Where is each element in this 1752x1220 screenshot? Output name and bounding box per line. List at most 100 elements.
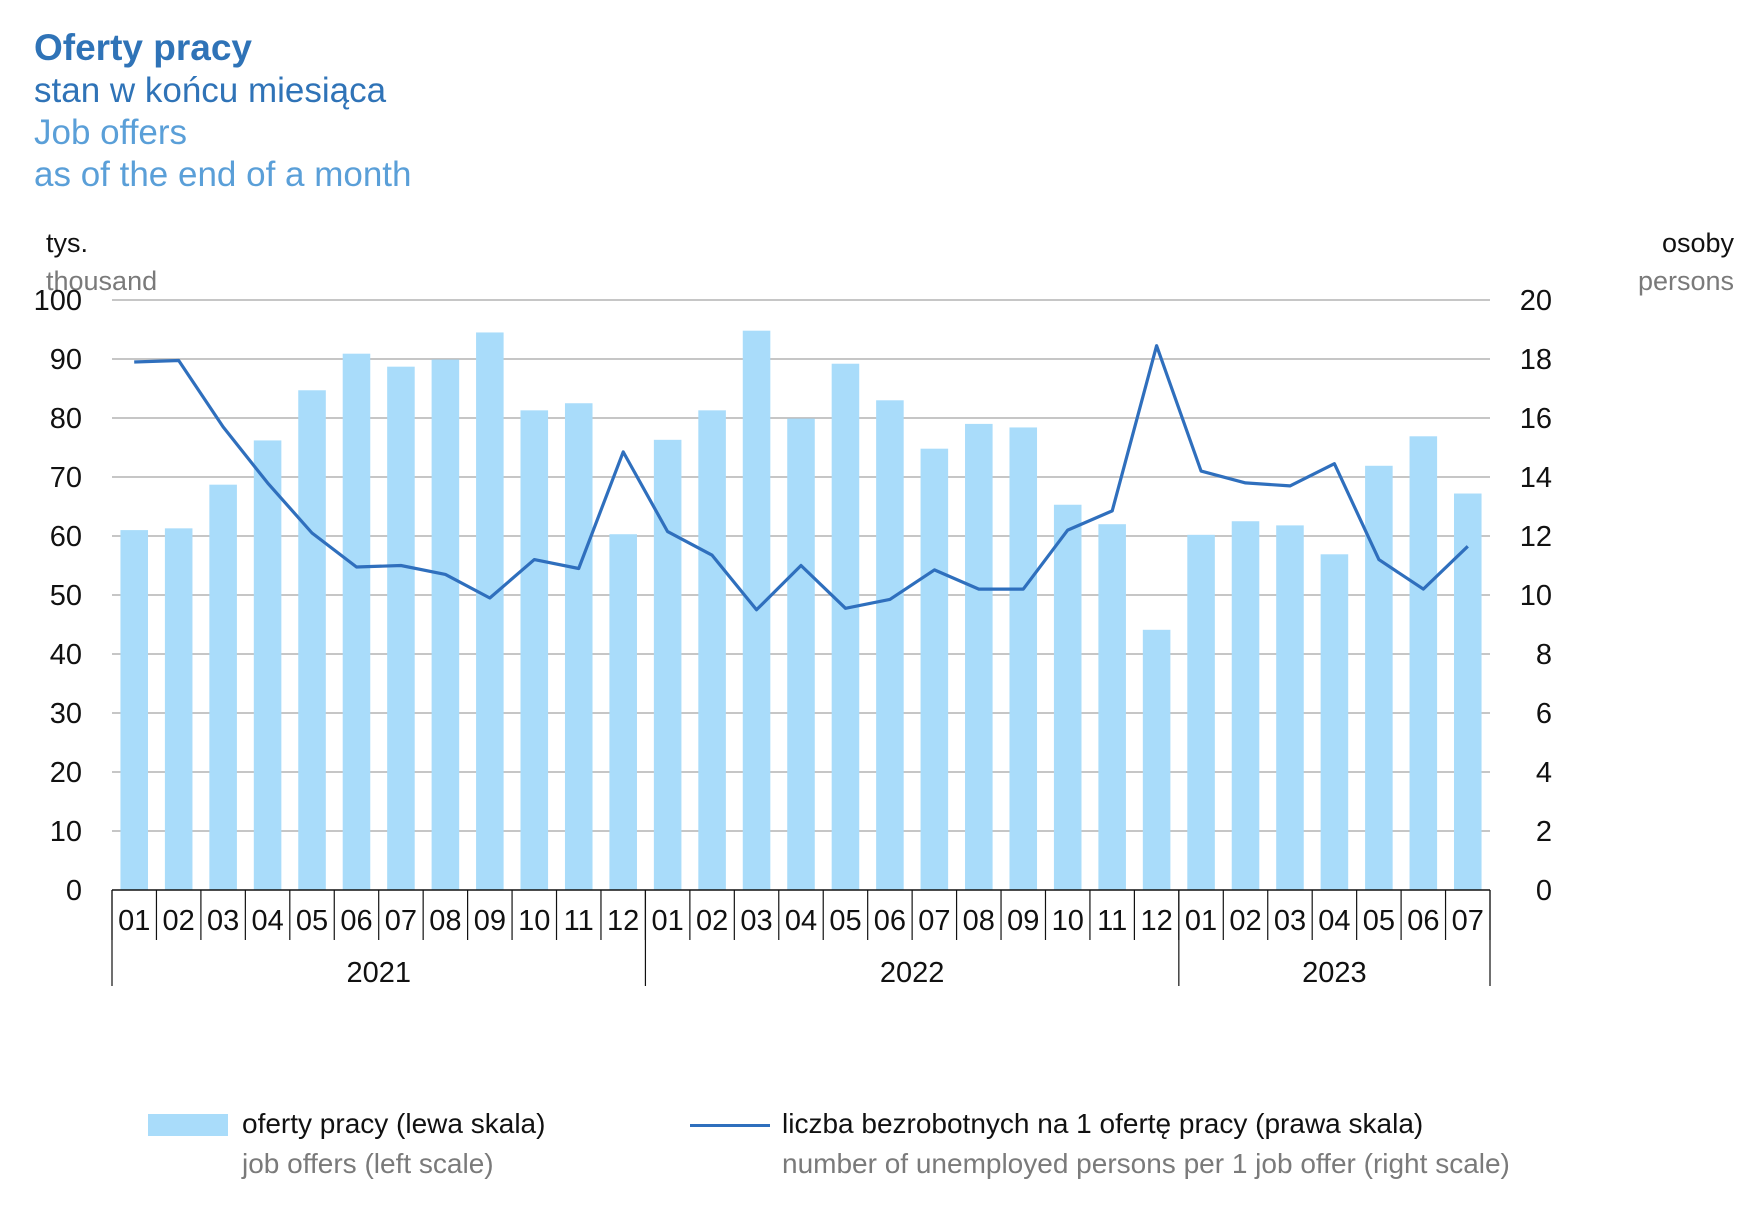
bar: [1320, 554, 1349, 890]
bar: [1453, 493, 1482, 890]
left-tick-label: 50: [50, 580, 82, 612]
year-label: 2021: [346, 957, 411, 989]
right-unit-en: persons: [1637, 266, 1734, 296]
x-tick-label: 07: [385, 905, 417, 937]
bar: [120, 530, 149, 890]
x-tick-label: 02: [1229, 905, 1261, 937]
right-tick-label: 8: [1536, 639, 1552, 671]
bar: [564, 403, 593, 890]
x-tick-label: 08: [963, 905, 995, 937]
left-unit-en: thousand: [46, 266, 158, 296]
bar: [298, 390, 326, 890]
right-axis-unit: osoby persons: [1638, 224, 1734, 300]
bar: [653, 439, 682, 890]
x-tick-label: 06: [874, 905, 906, 937]
x-tick-label: 01: [652, 905, 684, 937]
bar: [520, 410, 549, 890]
bar: [787, 418, 815, 890]
bar: [965, 423, 993, 890]
left-unit-pl: tys.: [46, 228, 89, 258]
bar: [1276, 525, 1304, 890]
legend: oferty pracy (lewa skala) job offers (le…: [0, 1104, 1752, 1220]
bar: [209, 484, 237, 890]
right-tick-label: 16: [1520, 403, 1552, 435]
left-tick-label: 0: [66, 875, 82, 907]
x-tick-label: 11: [1097, 905, 1127, 937]
right-unit-pl: osoby: [1661, 228, 1734, 258]
bar: [609, 534, 637, 890]
chart-titles: Oferty pracy stan w końcu miesiąca Job o…: [34, 26, 411, 196]
bar: [1409, 436, 1438, 890]
x-tick-label: 03: [207, 905, 239, 937]
chart-title-en: Job offers: [34, 113, 188, 152]
series-line: [134, 344, 1469, 612]
left-axis-unit: tys. thousand: [46, 224, 157, 300]
x-tick-label: 01: [1185, 905, 1217, 937]
right-axis-ticks: 0 2 4 6 8 10 12 14 16 18 20: [1520, 285, 1552, 907]
x-tick-label: 07: [1452, 905, 1484, 937]
left-tick-label: 90: [50, 344, 82, 376]
x-tick-label: 05: [296, 905, 328, 937]
bar: [1231, 521, 1260, 890]
right-tick-label: 10: [1520, 580, 1552, 612]
legend-swatch-bars: [148, 1114, 228, 1136]
bar-series-job-offers: [120, 330, 1482, 891]
bar: [431, 359, 460, 891]
x-tick-label: 09: [1007, 905, 1039, 937]
bar: [253, 440, 282, 890]
x-tick-label: 12: [1140, 905, 1172, 937]
bar: [1365, 465, 1393, 890]
right-tick-label: 18: [1520, 344, 1552, 376]
left-tick-label: 30: [50, 698, 82, 730]
x-tick-label: 03: [740, 905, 772, 937]
bar: [1098, 524, 1126, 890]
bar: [1053, 504, 1082, 890]
x-tick-label: 09: [474, 905, 506, 937]
x-tick-label: 11: [564, 905, 594, 937]
x-tick-label: 06: [340, 905, 372, 937]
x-tick-label: 03: [1274, 905, 1306, 937]
left-tick-label: 80: [50, 403, 82, 435]
chart-subtitle-pl: stan w końcu miesiąca: [34, 71, 387, 110]
right-tick-label: 0: [1536, 875, 1552, 907]
bar: [920, 448, 949, 890]
right-tick-label: 2: [1536, 816, 1552, 848]
bar: [342, 353, 371, 890]
bar: [1009, 427, 1038, 890]
legend-line-label-en: number of unemployed persons per 1 job o…: [782, 1148, 1510, 1179]
left-tick-label: 20: [50, 757, 82, 789]
x-tick-label: 05: [829, 905, 861, 937]
year-label: 2023: [1302, 957, 1367, 989]
left-tick-label: 40: [50, 639, 82, 671]
bar: [1142, 629, 1171, 890]
year-label: 2022: [880, 957, 945, 989]
right-tick-label: 14: [1520, 462, 1552, 494]
x-tick-label: 10: [1052, 905, 1084, 937]
x-tick-label: 12: [607, 905, 639, 937]
x-tick-label: 02: [696, 905, 728, 937]
legend-bars-label-en: job offers (left scale): [242, 1148, 494, 1179]
bar: [476, 332, 504, 890]
bar: [876, 400, 904, 890]
chart-title-pl: Oferty pracy: [34, 27, 252, 68]
x-tick-label: 10: [518, 905, 550, 937]
x-tick-label: 04: [1318, 905, 1350, 937]
x-tick-label: 01: [118, 905, 150, 937]
x-tick-label: 04: [251, 905, 283, 937]
right-tick-label: 4: [1536, 757, 1552, 789]
bar: [1187, 534, 1215, 890]
legend-bars-label-pl: oferty pracy (lewa skala): [242, 1108, 546, 1139]
x-tick-label: 05: [1363, 905, 1395, 937]
bar: [387, 366, 415, 890]
x-tick-label: 02: [163, 905, 195, 937]
left-axis-ticks: 0 10 20 30 40 50 60 70 80 90 100: [34, 285, 82, 907]
left-tick-label: 60: [50, 521, 82, 553]
right-tick-label: 6: [1536, 698, 1552, 730]
right-tick-label: 20: [1520, 285, 1552, 317]
left-tick-label: 70: [50, 462, 82, 494]
left-tick-label: 100: [34, 285, 82, 317]
x-tick-label: 07: [918, 905, 950, 937]
left-tick-label: 10: [50, 816, 82, 848]
chart-subtitle-en: as of the end of a month: [34, 155, 412, 194]
